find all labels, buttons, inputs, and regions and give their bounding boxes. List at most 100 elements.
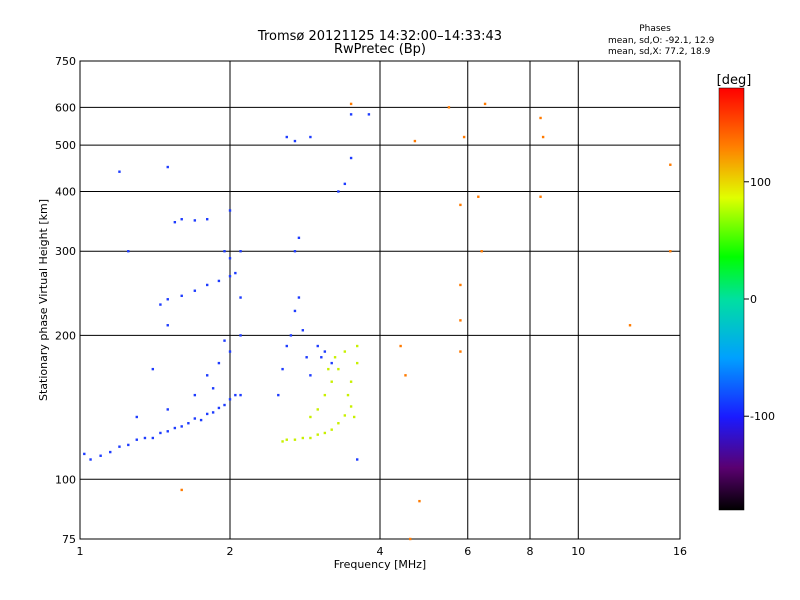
x-tick-label: 10 bbox=[571, 545, 585, 558]
data-point bbox=[309, 436, 312, 440]
grid-lines bbox=[80, 61, 680, 539]
data-point bbox=[166, 298, 169, 301]
data-point bbox=[399, 344, 402, 348]
chart-subtitle: RwPretec (Bp) bbox=[334, 42, 426, 57]
data-point bbox=[309, 374, 312, 377]
colorbar-ticks: 100 0 -100 bbox=[744, 176, 775, 423]
data-point bbox=[205, 283, 209, 287]
colorbar bbox=[718, 87, 745, 511]
data-point bbox=[323, 431, 327, 435]
data-point bbox=[127, 443, 130, 447]
data-point bbox=[199, 418, 203, 422]
data-point bbox=[541, 135, 545, 139]
data-point bbox=[346, 393, 350, 397]
stats-heading: Phases bbox=[639, 24, 671, 34]
data-point bbox=[239, 393, 242, 397]
data-point bbox=[316, 344, 319, 348]
y-axis-ticks: 75 100 200 300 400 500 600 750 bbox=[55, 55, 76, 546]
data-point bbox=[669, 250, 672, 253]
data-point bbox=[151, 436, 155, 440]
data-point bbox=[337, 190, 340, 193]
data-point bbox=[83, 452, 86, 456]
data-point bbox=[301, 436, 305, 440]
data-point bbox=[223, 339, 226, 342]
data-point bbox=[285, 135, 288, 139]
data-point bbox=[135, 415, 138, 419]
data-point bbox=[166, 324, 169, 327]
chart-title: Tromsø 20121125 14:32:00–14:33:43 bbox=[257, 29, 502, 44]
data-point bbox=[404, 374, 407, 377]
data-point bbox=[293, 309, 297, 313]
data-point bbox=[323, 393, 327, 397]
data-point bbox=[320, 356, 323, 359]
data-point bbox=[228, 257, 232, 260]
data-point bbox=[459, 203, 462, 207]
y-tick-label: 75 bbox=[62, 533, 76, 546]
data-point bbox=[480, 250, 483, 253]
data-point bbox=[166, 430, 169, 433]
data-point bbox=[447, 106, 451, 109]
data-point bbox=[293, 250, 297, 253]
x-tick-label: 1 bbox=[77, 545, 84, 558]
data-point bbox=[330, 380, 333, 383]
data-point bbox=[293, 438, 297, 441]
data-point bbox=[277, 393, 280, 397]
data-point bbox=[281, 440, 284, 443]
data-point bbox=[228, 350, 232, 353]
data-point bbox=[409, 537, 412, 541]
colorbar-tick-label: 0 bbox=[750, 293, 757, 306]
data-point bbox=[349, 380, 353, 383]
data-point bbox=[628, 324, 632, 327]
x-axis-ticks: 1 2 4 6 8 10 16 bbox=[77, 545, 688, 558]
data-point bbox=[293, 139, 297, 143]
data-point bbox=[99, 454, 102, 457]
data-point bbox=[211, 387, 215, 390]
data-point bbox=[413, 139, 417, 143]
data-point bbox=[180, 488, 183, 492]
data-point bbox=[297, 236, 301, 240]
data-point bbox=[333, 356, 337, 359]
data-point bbox=[352, 415, 356, 419]
x-axis-label: Frequency [MHz] bbox=[334, 558, 426, 571]
y-axis-label: Stationary phase Virtual Height [km] bbox=[37, 199, 50, 401]
x-tick-label: 16 bbox=[673, 545, 687, 558]
x-tick-label: 4 bbox=[377, 545, 384, 558]
data-point bbox=[355, 344, 359, 348]
data-point bbox=[301, 329, 305, 332]
data-point bbox=[228, 398, 232, 401]
data-point bbox=[330, 428, 333, 431]
data-point bbox=[418, 499, 421, 503]
data-point bbox=[462, 135, 466, 139]
data-point bbox=[205, 218, 209, 221]
data-point bbox=[289, 334, 293, 337]
y-tick-label: 400 bbox=[55, 185, 76, 198]
data-point bbox=[327, 367, 330, 371]
x-tick-label: 2 bbox=[227, 545, 234, 558]
x-tick-label: 6 bbox=[464, 545, 471, 558]
x-tick-label: 8 bbox=[527, 545, 534, 558]
data-point bbox=[173, 221, 177, 224]
data-point bbox=[217, 279, 221, 283]
data-point bbox=[669, 163, 672, 166]
data-point bbox=[211, 411, 215, 414]
data-point bbox=[459, 319, 462, 322]
data-point bbox=[180, 294, 183, 298]
data-point bbox=[343, 350, 347, 353]
data-point bbox=[281, 367, 284, 371]
data-point bbox=[193, 219, 197, 222]
data-point bbox=[205, 412, 209, 416]
data-point bbox=[135, 438, 138, 441]
data-point bbox=[316, 433, 319, 436]
y-tick-label: 750 bbox=[55, 55, 76, 68]
data-point bbox=[143, 436, 147, 440]
data-point bbox=[151, 367, 155, 371]
data-point bbox=[239, 334, 242, 337]
data-point bbox=[349, 113, 353, 116]
data-point bbox=[285, 344, 288, 348]
data-point bbox=[309, 415, 312, 419]
data-point bbox=[180, 218, 183, 221]
data-point bbox=[193, 393, 197, 397]
colorbar-tick-label: -100 bbox=[750, 410, 775, 423]
data-point bbox=[228, 209, 232, 212]
